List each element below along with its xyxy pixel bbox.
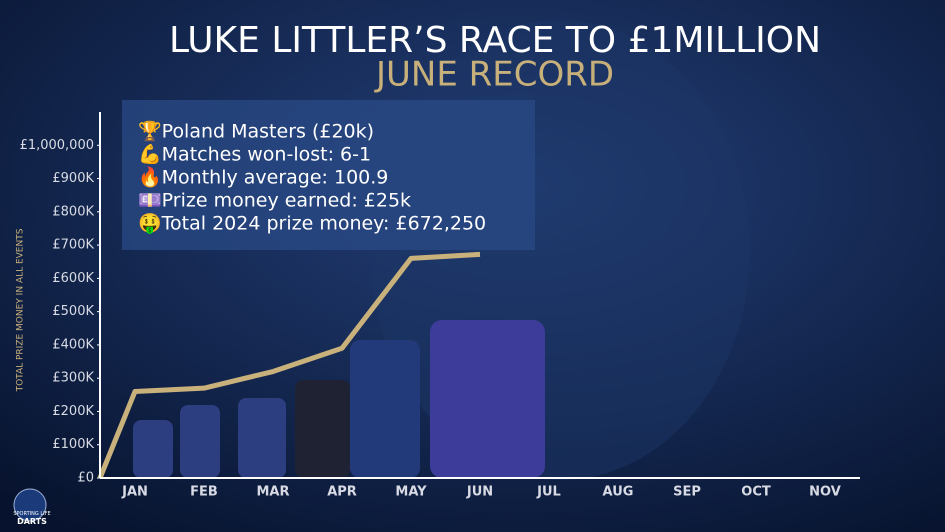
info-line: 💷Prize money earned: £25k bbox=[138, 190, 411, 212]
x-tick-label: MAY bbox=[395, 485, 427, 500]
y-tick-label: £300K bbox=[52, 371, 94, 386]
x-tick-label: MAR bbox=[256, 485, 289, 500]
y-tick-label: £600K bbox=[52, 271, 94, 286]
x-tick-label: JAN bbox=[121, 485, 148, 500]
y-tick-label: £400K bbox=[52, 337, 94, 352]
x-tick-label: FEB bbox=[190, 485, 218, 500]
prize-line bbox=[97, 251, 481, 479]
info-box bbox=[122, 100, 535, 250]
y-tick-label: £0 bbox=[77, 471, 94, 486]
y-tick-label: £900K bbox=[52, 171, 94, 186]
photo bbox=[350, 340, 420, 478]
photo bbox=[430, 320, 545, 478]
info-line: 💪Matches won-lost: 6-1 bbox=[138, 143, 371, 166]
x-tick-label: OCT bbox=[741, 485, 771, 500]
logo-badge bbox=[13, 488, 47, 522]
logo-text: SPORTING LIFE bbox=[13, 511, 50, 517]
photo bbox=[295, 380, 350, 478]
x-tick-label: AUG bbox=[603, 485, 634, 500]
y-tick-label: £1,000,000 bbox=[20, 138, 94, 153]
x-tick-label: NOV bbox=[809, 485, 841, 500]
y-tick-label: £800K bbox=[52, 204, 94, 219]
info-line: 🏆Poland Masters (£20k) bbox=[138, 120, 374, 143]
chart-title: LUKE LITTLER’S RACE TO £1MILLION bbox=[169, 20, 821, 61]
x-tick-label: JUL bbox=[536, 485, 561, 500]
y-axis-label: TOTAL PRIZE MONEY IN ALL EVENTS bbox=[16, 228, 26, 392]
info-line: 🔥Monthly average: 100.9 bbox=[138, 166, 388, 189]
photo bbox=[238, 398, 286, 478]
x-tick-label: APR bbox=[327, 485, 357, 500]
photo bbox=[180, 405, 220, 478]
photo bbox=[133, 420, 173, 478]
y-tick-label: £200K bbox=[52, 404, 94, 419]
x-tick-label: JUN bbox=[466, 485, 493, 500]
x-tick-label: SEP bbox=[673, 485, 701, 500]
y-tick-label: £500K bbox=[52, 304, 94, 319]
logo-text: DARTS bbox=[17, 517, 47, 526]
chart-subtitle: JUNE RECORD bbox=[374, 55, 614, 95]
y-tick-label: £700K bbox=[52, 238, 94, 253]
player-photos bbox=[133, 320, 545, 478]
info-line: 🤑Total 2024 prize money: £672,250 bbox=[138, 213, 486, 235]
y-tick-label: £100K bbox=[52, 437, 94, 452]
